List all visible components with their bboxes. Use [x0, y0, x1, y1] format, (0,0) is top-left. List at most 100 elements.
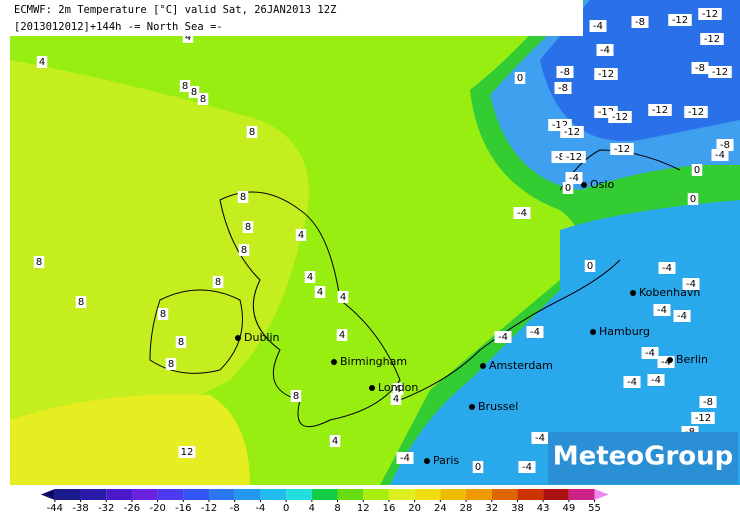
contour-label-box — [699, 396, 717, 408]
legend-tick-label: -16 — [175, 503, 191, 514]
contour-label: -8 — [560, 67, 570, 78]
contour-label-box — [691, 412, 715, 424]
contour-label: 4 — [307, 272, 313, 283]
legend-swatch — [466, 489, 492, 500]
city-dot — [480, 363, 486, 369]
contour-label-box — [396, 452, 414, 464]
contour-label: -8 — [635, 17, 645, 28]
contour-label: 8 — [160, 309, 166, 320]
contour-label-box — [337, 291, 349, 303]
contour-label: -12 — [598, 69, 614, 80]
legend-swatch — [260, 489, 287, 500]
contour-label-box — [668, 14, 692, 26]
legend-tick-label: -8 — [230, 503, 240, 514]
contour-label: -4 — [677, 311, 687, 322]
contour-label-box — [560, 126, 584, 138]
legend-tick-label: 49 — [562, 503, 575, 514]
contour-label: 4 — [39, 57, 45, 68]
contour-label-box — [182, 31, 194, 43]
contour-label: 4 — [339, 330, 345, 341]
legend-tick-label: 0 — [283, 503, 289, 514]
contour-label-box — [238, 244, 250, 256]
contour-label-box — [531, 432, 549, 444]
legend-tick-label: -20 — [149, 503, 165, 514]
contour-label: 8 — [249, 127, 255, 138]
contour-label-box — [179, 80, 191, 92]
legend-tick-label: 16 — [383, 503, 396, 514]
contour-label: 0 — [690, 194, 696, 205]
contour-label-box — [242, 221, 254, 233]
contour-label: 8 — [191, 87, 197, 98]
contour-label-box — [329, 435, 341, 447]
contour-label-box — [562, 151, 586, 163]
city-label: Paris — [433, 454, 459, 467]
contour-label-box — [556, 66, 574, 78]
legend-swatch — [517, 489, 544, 500]
contour-label: 8 — [245, 222, 251, 233]
contour-label: -4 — [517, 208, 527, 219]
contour-label-box — [623, 376, 641, 388]
contour-label-box — [472, 461, 484, 473]
city-label: Birmingham — [340, 355, 407, 368]
legend-swatch — [388, 489, 415, 500]
legend-swatch — [157, 489, 184, 500]
contour-label: -4 — [662, 263, 672, 274]
contour-label: 8 — [168, 359, 174, 370]
contour-label-box — [157, 308, 169, 320]
contour-label: 8 — [78, 297, 84, 308]
contour-label-box — [673, 310, 691, 322]
contour-label: 12 — [181, 447, 194, 458]
legend-tick-label: -32 — [98, 503, 114, 514]
contour-label: -8 — [720, 140, 730, 151]
contour-label: -12 — [672, 15, 688, 26]
contour-label-box — [698, 8, 722, 20]
contour-label-box — [336, 329, 348, 341]
legend-end-high — [594, 489, 609, 500]
contour-label-box — [691, 164, 703, 176]
logo-box — [548, 432, 738, 484]
contour-label: -4 — [569, 173, 579, 184]
contour-label: -12 — [652, 105, 668, 116]
legend-tick-label: 43 — [537, 503, 550, 514]
legend-swatch — [209, 489, 235, 500]
contour-label-box — [716, 139, 734, 151]
contour-label: 4 — [185, 32, 191, 43]
contour-label: -4 — [645, 348, 655, 359]
city-dot — [590, 329, 596, 335]
contour-label-box — [647, 374, 665, 386]
contour-label: -8 — [558, 83, 568, 94]
city-label: Dublin — [244, 331, 280, 344]
contour-label: 8 — [178, 337, 184, 348]
city-label: Hamburg — [599, 325, 650, 338]
contour-label-box — [290, 390, 302, 402]
legend-tick-label: 55 — [588, 503, 601, 514]
contour-label: 4 — [340, 292, 346, 303]
contour-label: 4 — [298, 230, 304, 241]
contour-label-box — [554, 82, 572, 94]
contour-label: -12 — [552, 120, 568, 131]
contour-label-box — [188, 86, 200, 98]
legend-tick-label: -44 — [47, 503, 63, 514]
contour-label-box — [608, 111, 632, 123]
contour-label-box — [526, 326, 544, 338]
contour-label-box — [33, 256, 45, 268]
contour-label: -4 — [715, 150, 725, 161]
contour-label: 0 — [517, 73, 523, 84]
legend-tick-label: 28 — [460, 503, 473, 514]
contour-label: -12 — [712, 67, 728, 78]
legend-tick-label: 4 — [309, 503, 315, 514]
contour-label-box — [687, 193, 699, 205]
legend-swatch — [491, 489, 518, 500]
contour-label: -4 — [593, 21, 603, 32]
legend-swatch — [311, 489, 338, 500]
contour-label-box — [565, 172, 583, 184]
legend-swatch — [54, 489, 81, 500]
contour-label: -12 — [688, 107, 704, 118]
contour-label: -12 — [614, 144, 630, 155]
contour-label: 8 — [241, 245, 247, 256]
contour-label: -4 — [686, 279, 696, 290]
contour-label-box — [658, 262, 676, 274]
city-dot — [235, 335, 241, 341]
legend-swatch — [234, 489, 261, 500]
